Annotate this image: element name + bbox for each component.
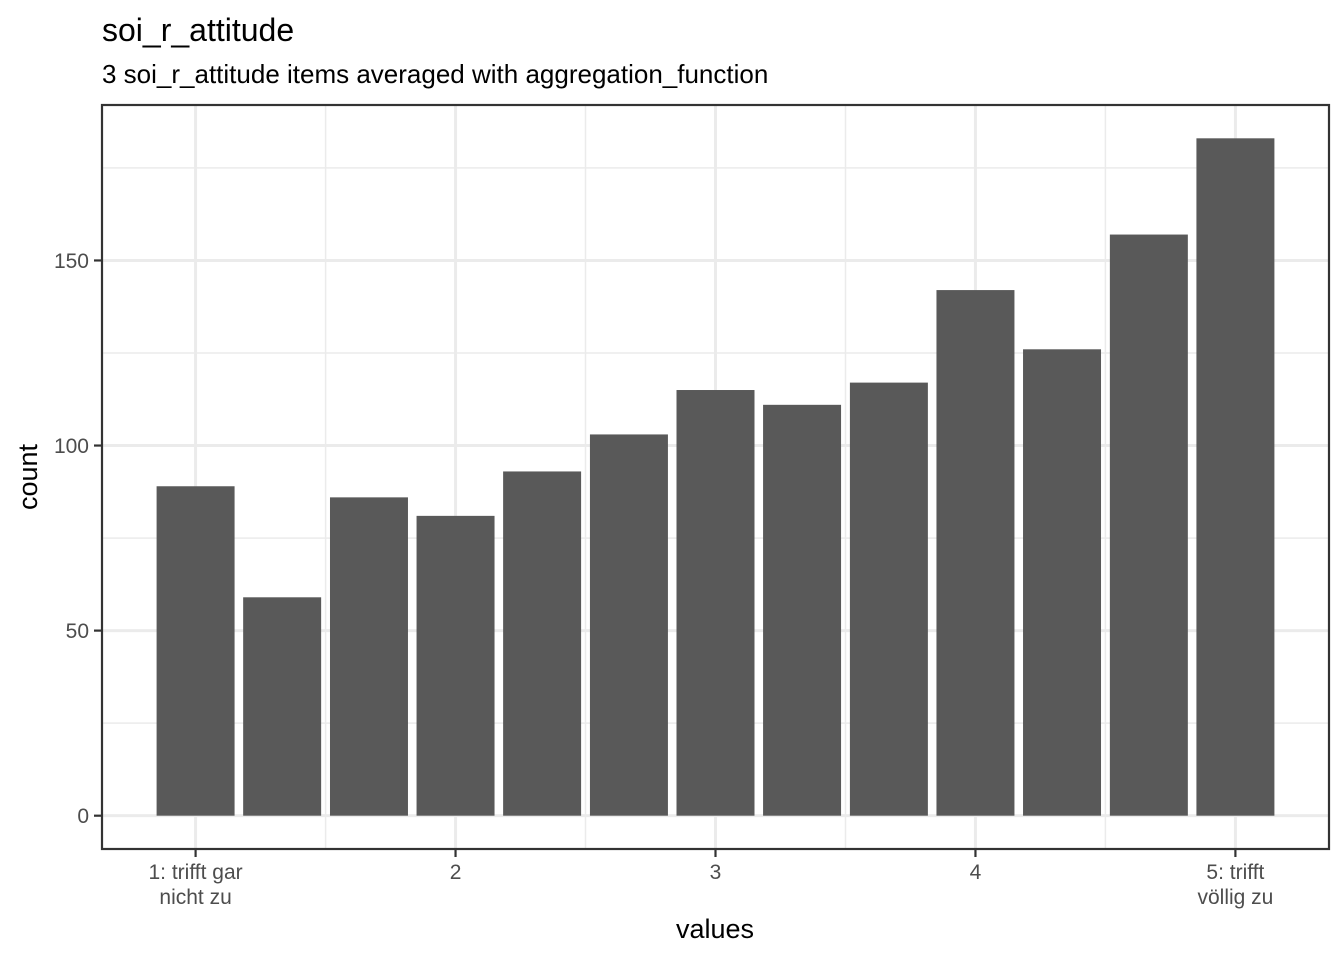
x-tick-label: 4 xyxy=(970,861,982,884)
x-tick-label: 2 xyxy=(450,861,462,884)
x-tick-label-line: 2 xyxy=(450,861,462,884)
chart-subtitle: 3 soi_r_attitude items averaged with agg… xyxy=(102,59,768,89)
bar xyxy=(763,404,842,816)
bar xyxy=(1109,234,1188,816)
bar xyxy=(589,434,668,816)
bar xyxy=(243,597,322,816)
bar xyxy=(503,471,582,816)
y-tick-label: 0 xyxy=(77,805,89,828)
axis-ticks: 0 50 100 150 1: trifft gar nicht zu 2 3 4 5: trif… xyxy=(54,250,1273,909)
x-tick-label-line: völlig zu xyxy=(1197,886,1273,909)
x-tick-label-line: 3 xyxy=(710,861,722,884)
y-axis-title: count xyxy=(13,443,43,510)
x-tick-label-line: 1: trifft gar xyxy=(149,861,243,884)
bar xyxy=(329,497,408,816)
x-tick-label-line: 4 xyxy=(970,861,982,884)
bar xyxy=(676,390,755,816)
y-tick-label: 150 xyxy=(54,250,89,273)
bar xyxy=(1196,138,1275,816)
bar xyxy=(416,515,495,816)
bar xyxy=(1023,349,1102,816)
bars xyxy=(156,138,1275,816)
x-tick-label-line: 5: trifft xyxy=(1206,861,1264,884)
y-tick-label: 50 xyxy=(66,620,89,643)
bar xyxy=(936,290,1015,816)
x-tick-label: 5: trifft völlig zu xyxy=(1197,861,1273,909)
chart-title: soi_r_attitude xyxy=(102,12,294,48)
bar xyxy=(156,486,235,816)
x-axis-title: values xyxy=(676,914,754,944)
y-tick-label: 100 xyxy=(54,435,89,458)
x-tick-label: 3 xyxy=(710,861,722,884)
bar xyxy=(849,382,928,816)
x-tick-label: 1: trifft gar nicht zu xyxy=(149,861,243,909)
x-tick-label-line: nicht zu xyxy=(159,886,231,909)
